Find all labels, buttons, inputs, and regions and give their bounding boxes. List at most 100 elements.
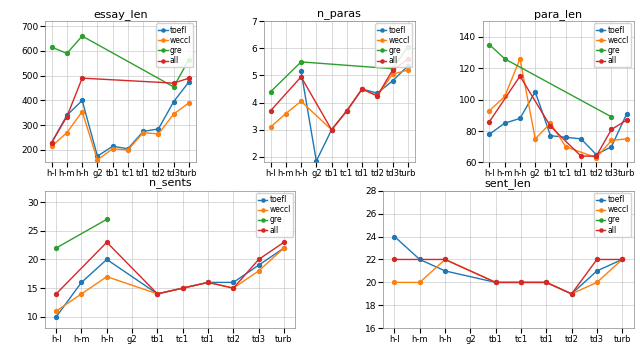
weccl [48,144,56,148]
weccl [441,257,449,262]
Line: weccl: weccl [50,101,191,162]
weccl [255,269,262,273]
all [280,240,288,244]
Title: n_paras: n_paras [317,10,361,20]
toefl [185,80,193,84]
Title: essay_len: essay_len [93,9,148,20]
Line: weccl: weccl [54,246,286,313]
weccl [492,280,499,285]
all [486,119,493,124]
toefl [312,159,320,163]
gre [501,57,509,61]
Legend: toefl, weccl, gre, all: toefl, weccl, gre, all [255,193,293,237]
all [404,57,412,61]
all [516,74,524,78]
toefl [63,113,71,118]
weccl [267,125,275,129]
Legend: toefl, weccl, gre, all: toefl, weccl, gre, all [375,23,412,67]
Legend: toefl, weccl, gre, all: toefl, weccl, gre, all [156,23,193,67]
Line: toefl: toefl [488,90,628,156]
weccl [52,309,60,313]
toefl [255,263,262,267]
all [618,257,626,262]
toefl [77,280,85,285]
all [63,114,71,119]
weccl [230,286,237,290]
toefl [48,140,56,145]
toefl [416,257,424,262]
toefl [358,87,366,91]
Line: all: all [50,76,191,144]
Line: gre: gre [269,45,410,94]
toefl [93,154,101,158]
toefl [103,257,111,262]
gre [48,45,56,49]
weccl [390,280,398,285]
gre [78,34,86,38]
all [255,257,262,262]
toefl [154,292,161,296]
gre [52,246,60,250]
weccl [416,280,424,285]
toefl [486,132,493,136]
weccl [404,68,412,72]
toefl [124,146,132,151]
weccl [185,101,193,105]
all [547,124,554,128]
all [230,286,237,290]
toefl [204,280,212,285]
weccl [388,72,396,76]
weccl [562,145,570,149]
gre [388,67,396,71]
weccl [170,112,177,116]
all [441,257,449,262]
Line: weccl: weccl [392,257,624,296]
Line: all: all [488,74,628,158]
weccl [531,137,539,141]
toefl [109,144,116,148]
gre [607,115,615,119]
toefl [404,64,412,68]
all [179,286,187,290]
Line: gre: gre [50,34,191,89]
all [593,257,601,262]
weccl [103,275,111,279]
weccl [77,292,85,296]
Line: toefl: toefl [299,64,410,163]
all [374,94,381,98]
toefl [501,121,509,125]
all [390,257,398,262]
toefl [492,280,499,285]
toefl [593,269,601,273]
toefl [441,269,449,273]
toefl [593,152,600,157]
all [78,76,86,80]
all [154,292,161,296]
weccl [593,280,601,285]
weccl [593,156,600,160]
all [543,280,550,285]
all [577,154,585,158]
toefl [517,280,525,285]
toefl [140,129,147,133]
gre [63,51,71,55]
Line: toefl: toefl [50,80,191,158]
all [103,240,111,244]
gre [103,217,111,221]
weccl [343,109,351,113]
Line: all: all [392,257,624,296]
weccl [140,131,147,135]
weccl [328,128,335,132]
toefl [543,280,550,285]
weccl [374,94,381,98]
all [297,75,305,79]
toefl [618,257,626,262]
toefl [374,91,381,95]
toefl [52,315,60,319]
weccl [501,94,509,98]
toefl [297,69,305,73]
toefl [179,286,187,290]
toefl [388,79,396,83]
Title: sent_len: sent_len [485,179,532,189]
Line: weccl: weccl [488,57,628,160]
